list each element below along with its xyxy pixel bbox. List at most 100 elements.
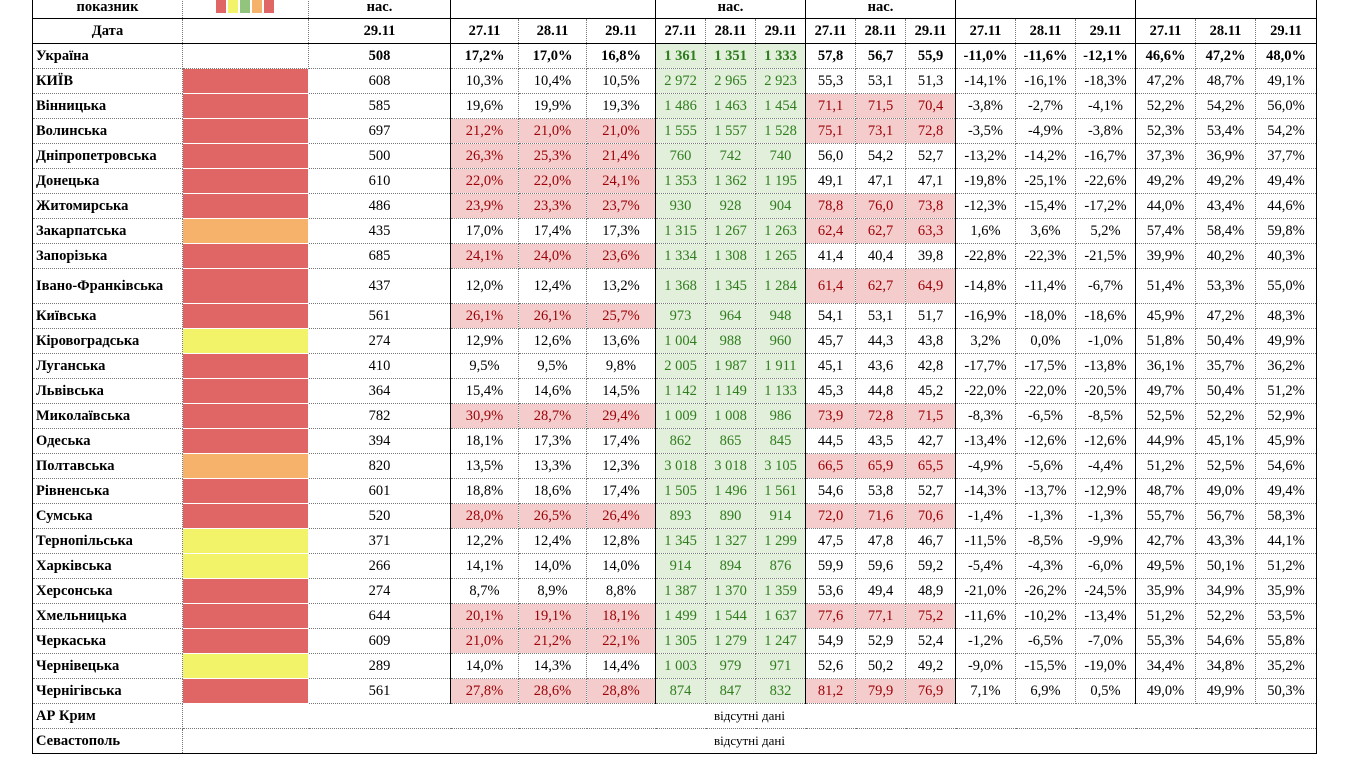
metric-cell: -15,5% bbox=[1015, 653, 1076, 679]
metric-cell: 81,2 bbox=[805, 678, 856, 704]
metric-cell: 78,8 bbox=[805, 193, 856, 219]
metric-cell: 34,9% bbox=[1195, 578, 1256, 604]
metric-cell: 49,9% bbox=[1255, 328, 1317, 354]
metric-cell: 72,8 bbox=[905, 118, 956, 144]
metric-cell: 17,3% bbox=[518, 428, 587, 454]
data-row: Вінницька 585 19,6% 19,9% 19,3% 1 486 1 463 1 4… bbox=[32, 93, 1317, 119]
metric-cell: -9,0% bbox=[955, 653, 1016, 679]
metric-cell: 986 bbox=[755, 403, 806, 429]
data-row: Волинська 697 21,2% 21,0% 21,0% 1 555 1 557 1 5… bbox=[32, 118, 1317, 144]
metric-cell: -11,5% bbox=[955, 528, 1016, 554]
value-cell: 561 bbox=[308, 678, 451, 704]
metric-cell: 49,2% bbox=[1135, 168, 1196, 194]
metric-cell: 973 bbox=[655, 303, 706, 329]
data-row: Чернігівська 561 27,8% 28,6% 28,8% 874 847 832 8… bbox=[32, 678, 1317, 704]
metric-cell: 48,9 bbox=[905, 578, 956, 604]
header-cell bbox=[1135, 0, 1317, 19]
metric-cell: 45,9% bbox=[1135, 303, 1196, 329]
status-cell bbox=[182, 143, 309, 169]
data-table: показник нас. нас. нас. Дата 29.11 27.11 28.11 2… bbox=[32, 0, 1317, 754]
metric-cell: 64,9 bbox=[905, 268, 956, 304]
status-cell bbox=[182, 168, 309, 194]
metric-cell: -18,0% bbox=[1015, 303, 1076, 329]
metric-cell: 1 008 bbox=[705, 403, 756, 429]
metric-cell: -3,5% bbox=[955, 118, 1016, 144]
metric-cell: 29,4% bbox=[586, 403, 656, 429]
metric-cell: 23,3% bbox=[518, 193, 587, 219]
metric-cell: 21,2% bbox=[450, 118, 519, 144]
icon bbox=[215, 0, 274, 13]
metric-cell: 45,1 bbox=[805, 353, 856, 379]
metric-cell: 12,9% bbox=[450, 328, 519, 354]
region-name: Миколаївська bbox=[32, 403, 183, 429]
metric-cell: 18,1% bbox=[586, 603, 656, 629]
metric-cell: 52,3% bbox=[1135, 118, 1196, 144]
status-cell bbox=[182, 353, 309, 379]
metric-cell: 25,7% bbox=[586, 303, 656, 329]
status-cell bbox=[182, 303, 309, 329]
metric-cell: 19,6% bbox=[450, 93, 519, 119]
metric-cell: 30,9% bbox=[450, 403, 519, 429]
metric-cell: 1 305 bbox=[655, 628, 706, 654]
value-cell: 585 bbox=[308, 93, 451, 119]
metric-cell: 54,1 bbox=[805, 303, 856, 329]
date-cell: 27.11 bbox=[1135, 18, 1196, 44]
metric-cell: 894 bbox=[705, 553, 756, 579]
metric-cell: 1 009 bbox=[655, 403, 706, 429]
metric-cell: 55,3% bbox=[1135, 628, 1196, 654]
data-row: АР Крим відсутні дані bbox=[32, 703, 1317, 729]
status-cell bbox=[182, 268, 309, 304]
metric-cell: 960 bbox=[755, 328, 806, 354]
metric-cell: 862 bbox=[655, 428, 706, 454]
value-cell: 435 bbox=[308, 218, 451, 244]
metric-cell: 1 195 bbox=[755, 168, 806, 194]
metric-cell: 19,3% bbox=[586, 93, 656, 119]
metric-cell: 75,1 bbox=[805, 118, 856, 144]
metric-cell: 46,7 bbox=[905, 528, 956, 554]
metric-cell: 0,0% bbox=[1015, 328, 1076, 354]
metric-cell: 48,3% bbox=[1255, 303, 1317, 329]
metric-cell: 14,0% bbox=[518, 553, 587, 579]
value-cell: 266 bbox=[308, 553, 451, 579]
metric-cell: 14,4% bbox=[586, 653, 656, 679]
metric-cell: 44,8 bbox=[855, 378, 906, 404]
metric-cell: 47,2% bbox=[1195, 43, 1256, 69]
metric-cell: 2 005 bbox=[655, 353, 706, 379]
metric-cell: 1 463 bbox=[705, 93, 756, 119]
metric-cell: 26,4% bbox=[586, 503, 656, 529]
metric-cell: -13,4% bbox=[1075, 603, 1136, 629]
metric-cell: 1 555 bbox=[655, 118, 706, 144]
value-cell: 561 bbox=[308, 303, 451, 329]
metric-cell: 26,1% bbox=[518, 303, 587, 329]
metric-cell: 17,4% bbox=[518, 218, 587, 244]
region-name: Івано-Франківська bbox=[32, 268, 183, 304]
metric-cell: 1 333 bbox=[755, 43, 806, 69]
region-name: Чернівецька bbox=[32, 653, 183, 679]
metric-cell: 12,6% bbox=[518, 328, 587, 354]
metric-cell: 928 bbox=[705, 193, 756, 219]
metric-cell: 1 345 bbox=[705, 268, 756, 304]
value-cell: 608 bbox=[308, 68, 451, 94]
data-row: Тернопільська 371 12,2% 12,4% 12,8% 1 345 1 32… bbox=[32, 528, 1317, 554]
metric-cell: 53,3% bbox=[1195, 268, 1256, 304]
metric-cell: 53,8 bbox=[855, 478, 906, 504]
metric-cell: 26,3% bbox=[450, 143, 519, 169]
metric-cell: 76,0 bbox=[855, 193, 906, 219]
metric-cell: 17,0% bbox=[518, 43, 587, 69]
metric-cell: 3 105 bbox=[755, 453, 806, 479]
metric-cell: 49,2% bbox=[1195, 168, 1256, 194]
metric-cell: 988 bbox=[705, 328, 756, 354]
value-cell: 685 bbox=[308, 243, 451, 269]
metric-cell: 28,6% bbox=[518, 678, 587, 704]
metric-cell: 41,4 bbox=[805, 243, 856, 269]
value-cell: 601 bbox=[308, 478, 451, 504]
metric-cell: -22,0% bbox=[955, 378, 1016, 404]
metric-cell: -2,7% bbox=[1015, 93, 1076, 119]
metric-cell: -11,4% bbox=[1015, 268, 1076, 304]
metric-cell: -8,3% bbox=[955, 403, 1016, 429]
metric-cell: 51,2% bbox=[1135, 453, 1196, 479]
metric-cell: 9,8% bbox=[586, 353, 656, 379]
metric-cell: -3,8% bbox=[955, 93, 1016, 119]
metric-cell: 6,9% bbox=[1015, 678, 1076, 704]
metric-cell: 1 351 bbox=[705, 43, 756, 69]
